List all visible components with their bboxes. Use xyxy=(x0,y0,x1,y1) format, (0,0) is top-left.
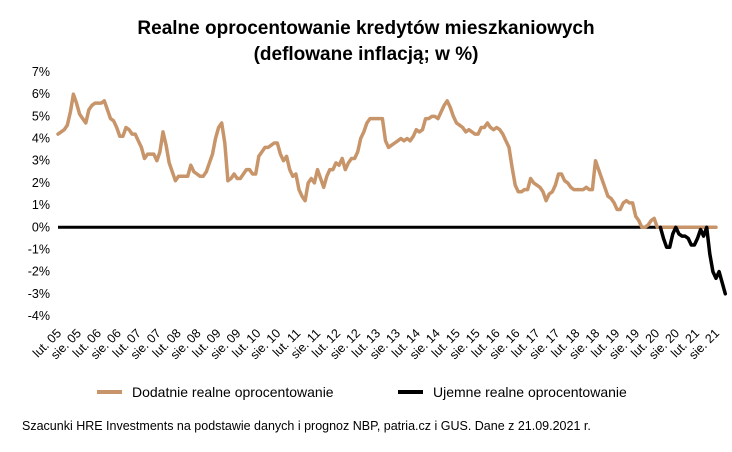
y-tick-label: 1% xyxy=(32,198,50,212)
chart-title-line1: Realne oprocentowanie kredytów mieszkani… xyxy=(137,18,595,39)
source-note: Szacunki HRE Investments na podstawie da… xyxy=(22,419,591,433)
legend-swatch-negative xyxy=(398,390,423,394)
series-line-negative xyxy=(658,225,728,296)
y-tick-label: -1% xyxy=(28,242,50,256)
legend-item-negative: Ujemne realne oprocentowanie xyxy=(398,384,627,400)
y-tick-label: 0% xyxy=(32,220,50,234)
y-tick-label: 6% xyxy=(32,87,50,101)
legend-item-positive: Dodatnie realne oprocentowanie xyxy=(97,384,334,400)
legend-swatch-positive xyxy=(97,390,122,394)
y-tick-label: -4% xyxy=(28,309,50,323)
chart-plot: 7% 6% 5% 4% 3% 2% 1% 0% -1% -2% -3% -4% lut. 05sie.… xyxy=(28,65,728,362)
y-tick-label: 5% xyxy=(32,109,50,123)
legend-label-negative: Ujemne realne oprocentowanie xyxy=(433,384,627,400)
y-tick-label: -2% xyxy=(28,265,50,279)
y-axis: 7% 6% 5% 4% 3% 2% 1% 0% -1% -2% -3% -4% xyxy=(28,65,50,323)
y-tick-label: -3% xyxy=(28,287,50,301)
y-tick-label: 7% xyxy=(32,65,50,79)
series-line-positive xyxy=(56,92,718,230)
y-tick-label: 3% xyxy=(32,154,50,168)
chart-title: Realne oprocentowanie kredytów mieszkani… xyxy=(0,16,732,68)
y-tick-label: 2% xyxy=(32,176,50,190)
y-tick-label: 4% xyxy=(32,132,50,146)
legend-label-positive: Dodatnie realne oprocentowanie xyxy=(132,384,334,400)
chart-title-line2: (deflowane inflacją; w %) xyxy=(253,44,479,65)
series-layer xyxy=(56,92,728,296)
